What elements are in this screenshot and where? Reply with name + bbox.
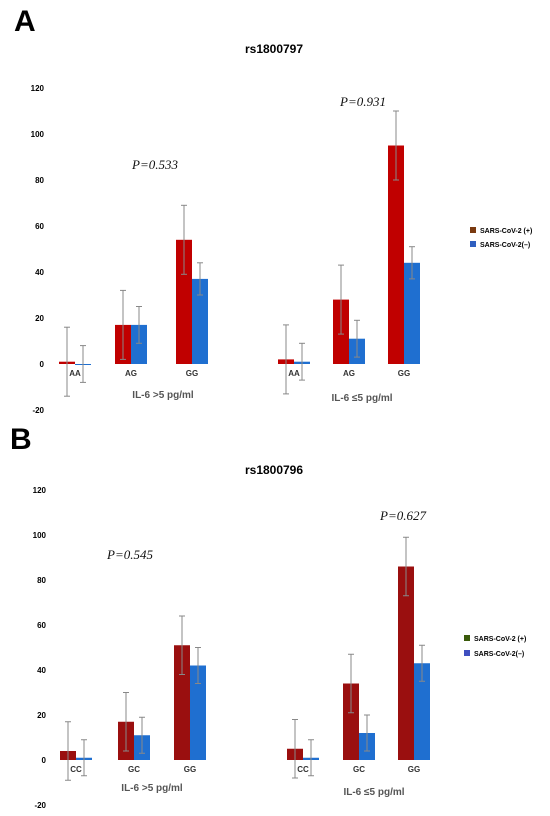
category-label: CC xyxy=(70,765,82,774)
y-tick-label: 120 xyxy=(31,84,45,93)
legend-swatch-negative xyxy=(464,650,470,656)
plot-area: -20 0 20 40 60 80 100 120 AA AG GG AA AG GG xyxy=(31,84,420,415)
y-tick-label: 120 xyxy=(33,486,47,495)
bar xyxy=(192,278,208,364)
group-label: IL-6 >5 pg/ml xyxy=(132,390,194,401)
chart-title: rs1800796 xyxy=(245,463,303,477)
y-tick-label: -20 xyxy=(34,801,46,810)
y-tick-label: 40 xyxy=(35,268,44,277)
y-tick-label: 20 xyxy=(35,314,44,323)
bar xyxy=(388,145,404,364)
legend-label-positive: SARS-CoV-2 (+) xyxy=(474,636,526,643)
category-label: GG xyxy=(398,369,410,378)
category-label: GG xyxy=(184,765,196,774)
y-tick-label: 40 xyxy=(37,666,46,675)
y-tick-label: 0 xyxy=(42,756,47,765)
y-tick-label: 100 xyxy=(31,130,45,139)
y-tick-label: 20 xyxy=(37,711,46,720)
y-tick-label: 100 xyxy=(33,531,47,540)
panel-letter: B xyxy=(10,423,32,456)
category-label: GG xyxy=(186,369,198,378)
plot-area: -20 0 20 40 60 80 100 120 CC GC GG CC GC GG xyxy=(33,486,430,810)
p-value: P=0.533 xyxy=(131,157,178,172)
y-tick-label: 80 xyxy=(35,176,44,185)
y-tick-label: 0 xyxy=(40,360,45,369)
legend-swatch-negative xyxy=(470,241,476,247)
category-label: GC xyxy=(128,765,140,774)
bar xyxy=(190,665,206,760)
legend-label-positive: SARS-CoV-2 (+) xyxy=(480,228,532,235)
legend-swatch-positive xyxy=(464,635,470,641)
bar xyxy=(404,262,420,364)
category-label: AG xyxy=(125,369,137,378)
p-value: P=0.627 xyxy=(379,508,426,523)
category-label: AA xyxy=(69,369,81,378)
y-tick-label: 60 xyxy=(37,621,46,630)
group-label: IL-6 >5 pg/ml xyxy=(121,783,183,794)
bar xyxy=(398,566,414,760)
panel-letter: A xyxy=(14,5,36,38)
group-label: IL-6 ≤5 pg/ml xyxy=(331,393,392,404)
y-tick-label: -20 xyxy=(32,406,44,415)
bar xyxy=(131,324,147,364)
bar xyxy=(343,683,359,760)
category-label: AG xyxy=(343,369,355,378)
y-tick-label: 60 xyxy=(35,222,44,231)
panel-b: B rs1800796 IL-6 >5 pg/ml IL-6 ≤5 pg/ml … xyxy=(10,423,526,810)
chart-title: rs1800797 xyxy=(245,42,303,56)
p-value: P=0.545 xyxy=(106,547,153,562)
category-label: GG xyxy=(408,765,420,774)
group-label: IL-6 ≤5 pg/ml xyxy=(343,787,404,798)
legend-label-negative: SARS-CoV-2(–) xyxy=(474,651,524,658)
category-label: AA xyxy=(288,369,300,378)
legend-swatch-positive xyxy=(470,227,476,233)
legend-label-negative: SARS-CoV-2(–) xyxy=(480,242,530,249)
bar xyxy=(176,239,192,364)
p-value: P=0.931 xyxy=(339,94,386,109)
category-label: GC xyxy=(353,765,365,774)
category-label: CC xyxy=(297,765,309,774)
bar xyxy=(414,663,430,760)
panel-a: A rs1800797 IL-6 >5 pg/ml IL-6 ≤5 pg/ml … xyxy=(14,5,532,415)
y-tick-label: 80 xyxy=(37,576,46,585)
bar xyxy=(174,645,190,760)
